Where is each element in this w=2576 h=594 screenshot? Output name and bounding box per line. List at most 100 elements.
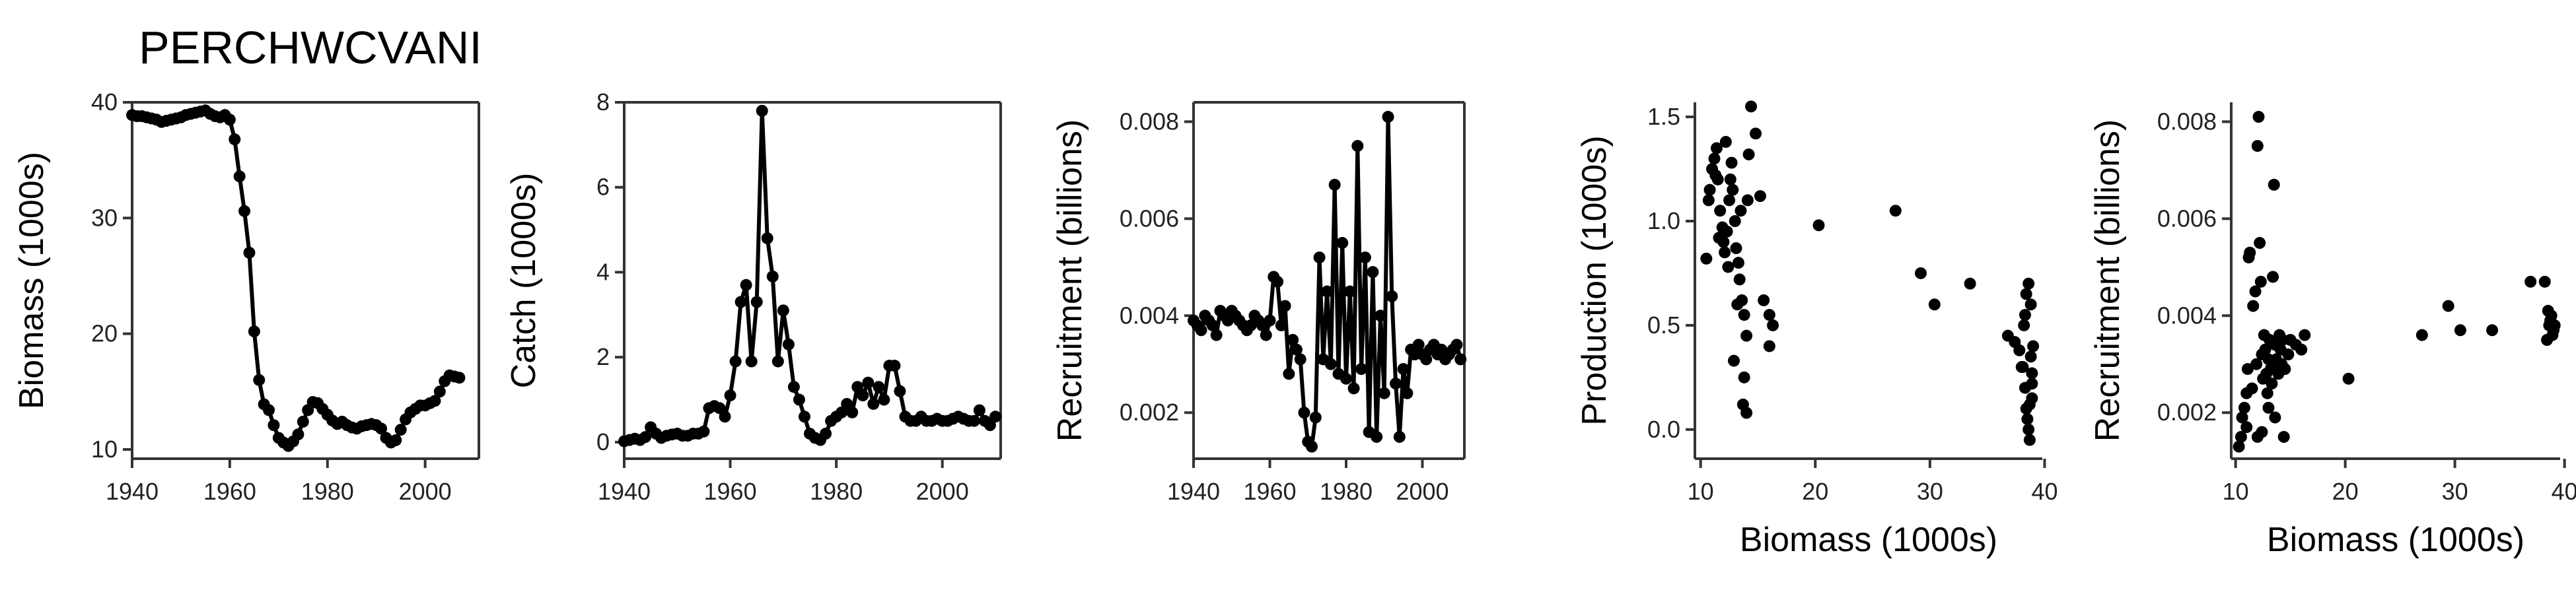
data-point (1382, 111, 1394, 123)
x-tick-label: 1960 (704, 478, 757, 505)
panel-recruitment-time: 1940 1960 1980 2000 0.002 0.004 0.006 0.008 Recr… (1051, 101, 1467, 505)
data-point (968, 414, 980, 427)
y-tick-label: 0.008 (2157, 108, 2217, 135)
data-point (1738, 371, 1750, 383)
y-tick-label: 30 (91, 204, 118, 231)
data-point (1294, 353, 1306, 366)
data-point (1742, 148, 1755, 160)
data-point (1719, 246, 1731, 259)
data-point (1313, 251, 1326, 264)
data-point (2524, 275, 2537, 288)
data-point (2021, 413, 2034, 425)
data-point (2279, 363, 2291, 376)
data-point (2235, 430, 2247, 443)
panel-recruitment-biomass: 10 20 30 40 0.002 0.004 0.006 0.008 Recruitment … (2089, 102, 2576, 559)
data-point (394, 424, 407, 436)
y-tick-label: 0.004 (2157, 302, 2217, 329)
data-point (1719, 136, 1732, 148)
y-tick-label: 4 (596, 258, 610, 285)
data-point (1740, 329, 1753, 342)
data-point (2018, 319, 2030, 331)
y-axis-label: Biomass (1000s) (13, 152, 51, 409)
data-point (1763, 340, 1775, 352)
data-point (2256, 426, 2268, 438)
y-tick-label: 10 (91, 436, 118, 463)
data-point (1454, 353, 1467, 366)
data-point (1306, 440, 1318, 453)
data-point (1397, 363, 1410, 376)
data-point (2023, 434, 2036, 446)
data-point (2013, 344, 2026, 356)
data-point (1735, 205, 1747, 217)
data-point (2246, 382, 2258, 395)
data-point (2247, 300, 2260, 312)
y-tick-label: 8 (596, 88, 610, 116)
data-point (2238, 401, 2250, 414)
x-tick-label: 1980 (810, 478, 863, 505)
data-point (2241, 363, 2254, 376)
data-point (1321, 285, 1334, 298)
data-point (1386, 290, 1398, 302)
data-point (375, 422, 388, 435)
x-tick-label: 1940 (598, 478, 651, 505)
data-point (2015, 361, 2028, 374)
data-point (1347, 382, 1360, 395)
data-point (2544, 314, 2557, 327)
data-point (453, 372, 466, 384)
data-point (888, 360, 901, 372)
data-point (2268, 178, 2280, 191)
x-tick-label: 2000 (1396, 478, 1449, 505)
data-point (894, 385, 906, 397)
x-tick-label: 10 (1688, 478, 1714, 505)
data-point (1309, 411, 1322, 424)
data-point (2541, 334, 2554, 346)
data-point (2415, 329, 2428, 341)
x-tick-label: 20 (1802, 478, 1828, 505)
y-tick-label: 0.006 (2157, 205, 2217, 232)
y-tick-label: 40 (91, 88, 118, 116)
data-point (798, 411, 810, 423)
data-point (750, 296, 763, 308)
x-tick-label: 1940 (1167, 478, 1220, 505)
data-point (1367, 266, 1379, 279)
data-point (2236, 411, 2248, 424)
data-point (1351, 140, 1364, 152)
y-tick-label: 0.008 (1120, 108, 1179, 135)
x-tick-label: 1960 (1243, 478, 1296, 505)
data-point (1758, 294, 1770, 306)
data-point (1290, 343, 1303, 356)
data-point (429, 395, 441, 407)
data-point (2261, 387, 2273, 399)
x-tick-label: 1980 (1320, 478, 1373, 505)
data-point (243, 246, 256, 259)
data-point (1283, 368, 1295, 380)
data-point (1328, 178, 1341, 191)
data-point (1736, 398, 1749, 411)
data-point (1732, 257, 1744, 269)
data-point (1728, 354, 1740, 367)
data-point (1336, 237, 1349, 249)
data-point (698, 425, 710, 438)
y-tick-label: 0.5 (1647, 312, 1680, 339)
y-tick-label: 0.006 (1120, 205, 1179, 232)
data-point (1401, 387, 1413, 399)
data-point (1731, 298, 1744, 311)
data-point (1767, 319, 1779, 331)
data-point (263, 404, 275, 416)
data-point (2266, 378, 2278, 390)
data-point (2022, 277, 2035, 290)
y-axis-label: Catch (1000s) (505, 173, 543, 389)
data-point (2252, 111, 2265, 123)
data-point (1324, 358, 1337, 370)
y-tick-label: 1.5 (1647, 103, 1680, 130)
data-point (1964, 277, 1976, 290)
data-point (1722, 261, 1735, 273)
data-point (793, 393, 805, 406)
data-point (1928, 298, 1941, 311)
data-point (2251, 140, 2264, 152)
y-tick-label: 0.004 (1120, 302, 1179, 329)
data-point (297, 415, 309, 428)
series-line (624, 108, 997, 444)
data-point (2250, 358, 2263, 370)
y-tick-label: 0.002 (2157, 399, 2217, 426)
